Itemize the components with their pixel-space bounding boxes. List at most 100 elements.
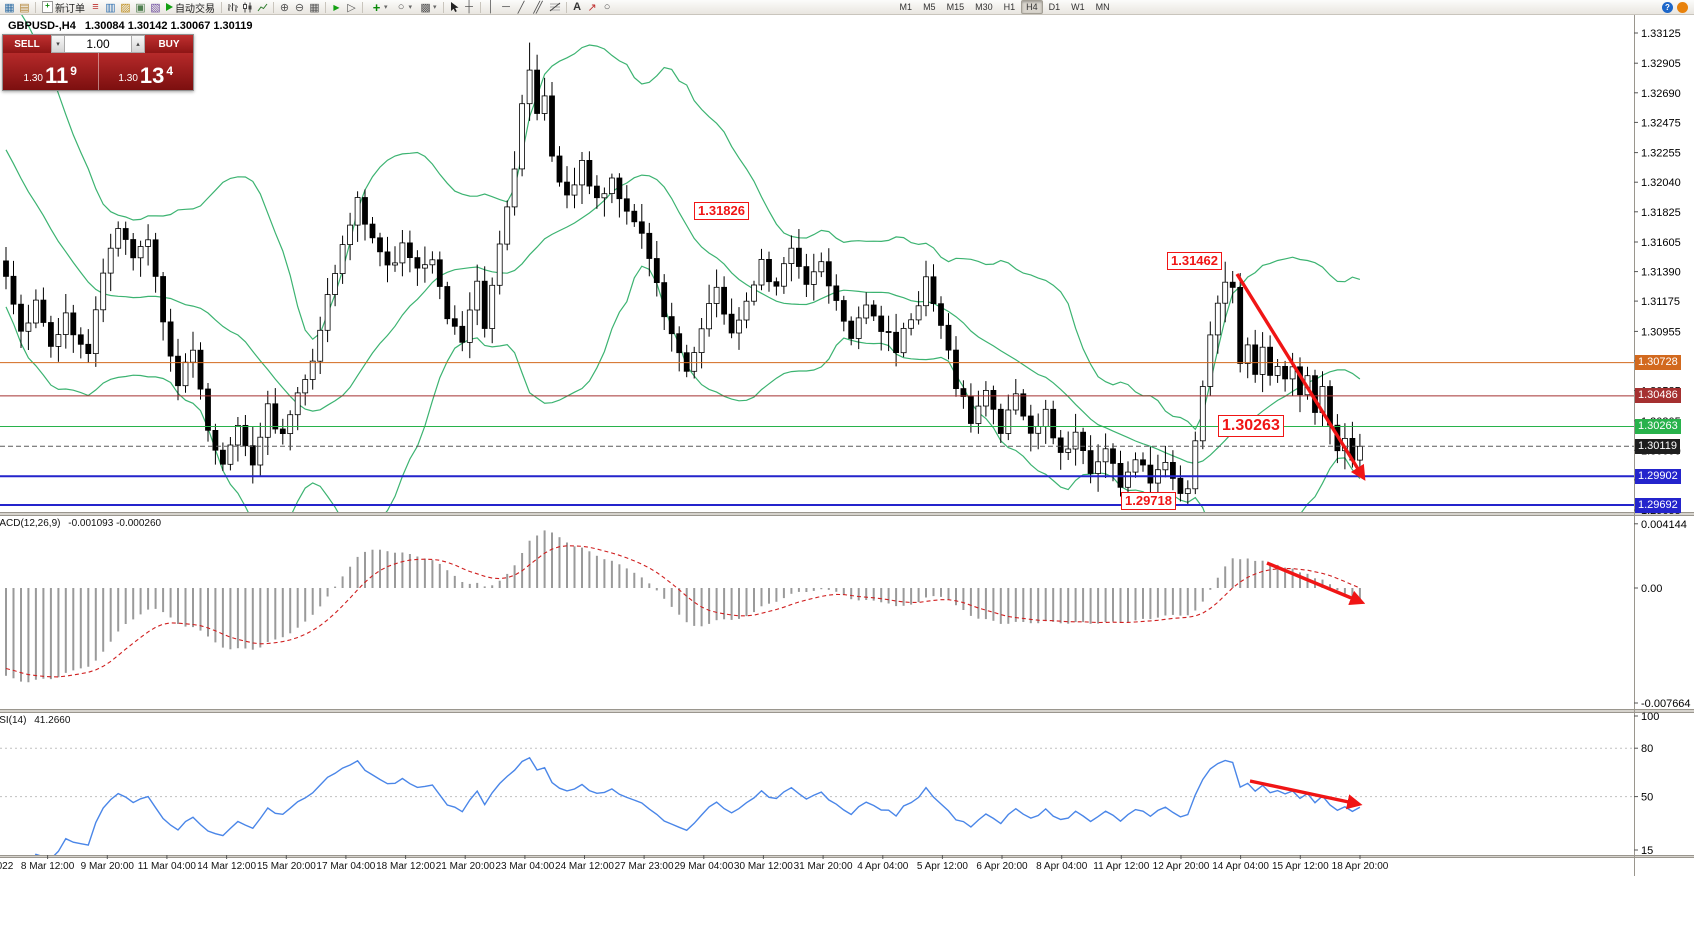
periods-button[interactable]: ○ ▾	[391, 1, 416, 14]
new-chart-icon[interactable]: ▦	[4, 1, 15, 14]
rsi-axis-label: 50	[1641, 792, 1653, 804]
arrows-tool-icon[interactable]: ↗	[587, 1, 597, 14]
toolbar-separator	[35, 1, 36, 13]
price-axis-label: 1.31605	[1641, 237, 1681, 249]
autotrading-play-icon	[166, 3, 173, 11]
templates-button[interactable]: ▩ ▾	[415, 1, 440, 14]
time-axis-label: 23 Mar 04:00	[495, 861, 554, 872]
text-icon[interactable]: A	[573, 1, 582, 13]
time-axis-label: 24 Mar 12:00	[555, 861, 614, 872]
volume-input[interactable]	[65, 35, 131, 53]
timeframe-button-d1[interactable]: D1	[1048, 2, 1061, 12]
zoom-out-icon[interactable]: ⊖	[294, 1, 305, 14]
candlestick-icon[interactable]	[240, 1, 255, 14]
rsi-title: RSI(14) 41.2660	[0, 715, 75, 726]
crosshair-icon[interactable]: ┼	[465, 1, 473, 13]
macd-indicator	[5, 530, 1361, 683]
volume-decrease-button[interactable]: ▾	[51, 35, 65, 53]
buy-price-button[interactable]: 1.30 13 4	[97, 53, 193, 90]
time-axis-label: 14 Apr 04:00	[1212, 861, 1269, 872]
chevron-down-icon: ▾	[384, 4, 388, 11]
market-watch-icon[interactable]: ≡	[92, 1, 99, 13]
rsi-name: RSI(14)	[0, 715, 27, 726]
zoom-in-icon[interactable]: ⊕	[279, 1, 290, 14]
one-click-trade-panel: SELL ▾ ▴ BUY 1.30 11 9 1.30 13 4	[2, 34, 194, 91]
price-axis-label: 1.30525	[1641, 386, 1681, 398]
sell-price-prefix: 1.30	[23, 73, 43, 84]
timeframe-button-m15[interactable]: M15	[946, 2, 965, 12]
price-axis-label: 1.30305	[1641, 416, 1681, 428]
chevron-down-icon: ▾	[408, 4, 413, 11]
macd-title: MACD(12,26,9) -0.001093 -0.000260	[0, 518, 166, 529]
autotrading-button[interactable]: 自动交易	[163, 1, 218, 15]
indicators-icon: +	[372, 0, 381, 15]
tile-windows-icon[interactable]: ▦	[309, 1, 320, 14]
strategy-tester-icon[interactable]: ▧	[150, 1, 161, 14]
trendline-icon[interactable]: ╱	[517, 1, 525, 14]
time-axis-label: 4 Apr 04:00	[857, 861, 909, 872]
time-axis-label: 18 Apr 20:00	[1332, 861, 1389, 872]
price-axis-label: 1.30090	[1641, 445, 1681, 457]
shapes-icon[interactable]: ○	[603, 1, 611, 13]
price-axis-label: 1.30740	[1641, 356, 1681, 368]
macd-values: -0.001093 -0.000260	[68, 518, 162, 529]
chart-info-line: GBPUSD-,H4 1.30084 1.30142 1.30067 1.301…	[8, 20, 259, 32]
time-axis-label: 27 Mar 23:00	[615, 861, 674, 872]
time-axis-label: 21 Mar 20:00	[436, 861, 495, 872]
horizontal-line-icon[interactable]: ─	[502, 1, 510, 13]
line-chart-icon[interactable]	[255, 1, 270, 14]
price-axis-labels: 1.33125 1.32905 1.32690 1.32475 1.32255 1.320…	[1634, 28, 1691, 857]
timeframe-button-mn[interactable]: MN	[1095, 2, 1110, 12]
channel-icon[interactable]: ╱╱	[533, 1, 542, 14]
cursor-icon[interactable]	[447, 1, 462, 14]
time-axis-label: 7 Mar 2022	[0, 861, 14, 872]
timeframe-button-w1[interactable]: W1	[1071, 2, 1085, 12]
price-axis-label: 1.31390	[1641, 267, 1681, 279]
help-icon[interactable]: ?	[1662, 1, 1673, 13]
price-axis-label: 1.32255	[1641, 148, 1681, 160]
terminal-icon[interactable]: ▣	[135, 1, 146, 14]
bar-chart-icon[interactable]	[225, 1, 240, 14]
timeframe-group: M1 M5 M15 M30 H1 H4 D1 W1 MN	[895, 0, 1115, 14]
alert-icon[interactable]	[1677, 1, 1688, 13]
rsi-axis-label: 100	[1641, 711, 1659, 723]
volume-increase-button[interactable]: ▴	[131, 35, 145, 53]
time-axis-label: 11 Mar 04:00	[138, 861, 197, 872]
timeframe-button-h4[interactable]: H4	[1021, 0, 1043, 14]
time-axis-label: 14 Mar 12:00	[197, 861, 256, 872]
red-trend-arrow	[1266, 561, 1366, 605]
fibonacci-icon[interactable]	[548, 1, 563, 14]
new-order-button[interactable]: + 新订单	[39, 1, 88, 15]
time-axis-label: 17 Mar 04:00	[316, 861, 375, 872]
price-axis-label: 1.30955	[1641, 326, 1681, 338]
time-axis-label: 5 Apr 12:00	[917, 861, 969, 872]
time-axis-label: 30 Mar 12:00	[734, 861, 793, 872]
indicators-button[interactable]: + ▾	[366, 0, 391, 15]
buy-price-prefix: 1.30	[118, 73, 138, 84]
timeframe-button-h1[interactable]: H1	[1003, 2, 1016, 12]
bollinger-lower-line	[5, 265, 1361, 512]
timeframe-button-m5[interactable]: M5	[923, 2, 936, 12]
buy-price-sup: 4	[166, 64, 174, 78]
sell-price-sup: 9	[70, 64, 77, 78]
navigator-icon[interactable]: ▨	[120, 1, 131, 14]
trend-arrows	[1235, 273, 1366, 810]
auto-scroll-icon[interactable]: ▶	[333, 2, 340, 12]
sell-price-big: 11	[45, 63, 69, 88]
timeframe-button-m30[interactable]: M30	[975, 2, 993, 12]
periods-icon: ○	[397, 1, 405, 13]
panel-separators	[0, 15, 1694, 876]
data-window-icon[interactable]: ▥	[105, 1, 116, 14]
profiles-icon[interactable]: ▤	[19, 1, 30, 14]
chart-shift-icon[interactable]: ▷	[347, 1, 356, 14]
macd-name: MACD(12,26,9)	[0, 518, 61, 529]
sell-price-button[interactable]: 1.30 11 9	[3, 53, 98, 90]
toolbar-separator	[325, 1, 326, 13]
time-axis-label: 9 Mar 20:00	[81, 861, 135, 872]
timeframe-button-m1[interactable]: M1	[899, 2, 913, 12]
toolbar-separator	[362, 1, 363, 13]
vertical-line-icon[interactable]: │	[487, 1, 495, 13]
time-axis-label: 18 Mar 12:00	[376, 861, 435, 872]
